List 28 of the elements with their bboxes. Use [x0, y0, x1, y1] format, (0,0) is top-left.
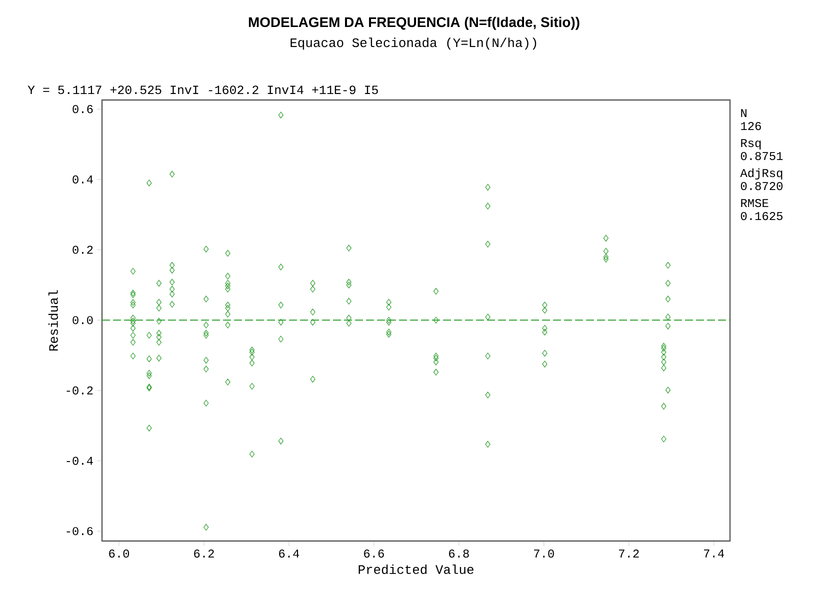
- text: RMSE: [741, 198, 768, 208]
- x-tick-label: 6.8: [449, 550, 469, 558]
- y-tick-label: -0.4: [66, 456, 93, 465]
- y-tick-label: -0.2: [66, 386, 93, 395]
- y-axis-title: Residual: [48, 290, 58, 351]
- x-tick-label: 6.2: [194, 550, 214, 558]
- x-tick-label: 6.6: [364, 550, 384, 558]
- y-tick-label: 0.0: [72, 316, 93, 324]
- text: 0.1625: [740, 212, 782, 220]
- x-tick-label: 6.4: [279, 550, 300, 558]
- y-tick-label: 0.4: [72, 175, 93, 184]
- chart-title: MODELAGEM DA FREQUENCIA (N=f(Idade, Sitio)): [248, 16, 580, 30]
- y-tick-label: 0.6: [72, 105, 93, 114]
- text: N: [741, 109, 746, 117]
- x-axis-title: Predicted Value: [358, 564, 474, 574]
- y-tick-label: 0.2: [72, 246, 93, 254]
- text: 0.8720: [740, 182, 783, 190]
- x-tick-label: 7.0: [534, 550, 554, 558]
- text: 0.8751: [740, 152, 783, 160]
- text: 126: [741, 122, 761, 130]
- text: Rsq: [741, 139, 761, 150]
- chart-subtitle: Equacao Selecionada (Y=Ln(N/ha)): [290, 38, 536, 50]
- text: AdjRsq: [740, 168, 782, 180]
- x-tick-label: 6.0: [109, 550, 130, 558]
- x-tick-label: 7.2: [619, 550, 639, 558]
- text: Y = 5.1117 +20.525 InvI -1602.2 InvI4 +11E-9 I5: [28, 86, 378, 94]
- x-tick-label: 7.4: [704, 550, 724, 558]
- y-tick-label: -0.6: [66, 527, 93, 536]
